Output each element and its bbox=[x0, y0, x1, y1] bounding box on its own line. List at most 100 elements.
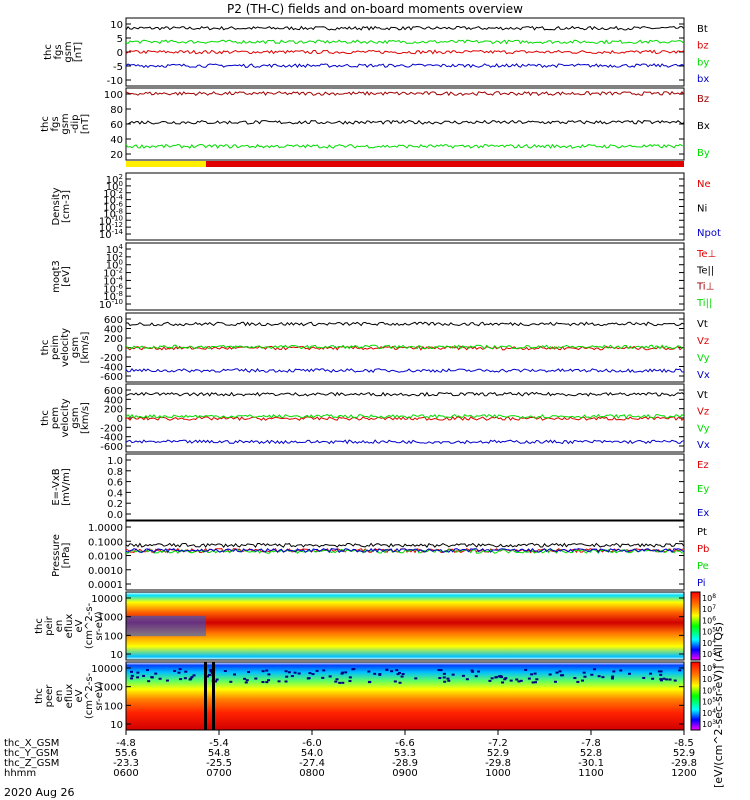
y-axis-label: thcpeerenefluxeV(cm^2-s-sr-eV) bbox=[34, 672, 105, 719]
y-tick-label: 0 bbox=[117, 344, 123, 355]
y-tick-label: -200 bbox=[100, 423, 123, 434]
xaxis-value: -7.2 bbox=[488, 738, 508, 749]
colorbar-strip bbox=[690, 661, 701, 731]
heatmap-speckle bbox=[558, 670, 562, 673]
heatmap-speckle bbox=[668, 678, 672, 681]
heatmap-speckle bbox=[590, 673, 594, 676]
y-tick-exponent: -10 bbox=[112, 298, 123, 306]
heatmap-speckle bbox=[476, 670, 480, 673]
heatmap-speckle bbox=[385, 668, 389, 671]
heatmap-speckle bbox=[509, 679, 513, 682]
y-axis-label-line: [eV] bbox=[61, 266, 72, 287]
y-tick-label: 1000 bbox=[98, 613, 123, 624]
y-tick-label: 10000 bbox=[91, 594, 123, 605]
y-axis-label-line: [mV/m] bbox=[61, 468, 72, 506]
xaxis-value: 1000 bbox=[485, 768, 510, 779]
y-axis-label-line: Density bbox=[51, 187, 62, 225]
panel-frame bbox=[125, 172, 685, 241]
heatmap-speckle bbox=[215, 678, 219, 681]
y-tick-label: 0.2 bbox=[107, 499, 123, 510]
heatmap-speckle bbox=[254, 677, 258, 680]
heatmap-speckle bbox=[214, 680, 218, 683]
heatmap-speckle bbox=[232, 673, 236, 676]
series-Vy-line bbox=[125, 413, 685, 419]
y-axis-label-line: [nT] bbox=[73, 42, 84, 62]
y-tick-exponent: -2 bbox=[116, 187, 123, 195]
heatmap-speckle bbox=[651, 677, 655, 680]
heatmap-speckle bbox=[334, 680, 338, 683]
heatmap-speckle bbox=[265, 669, 269, 672]
heatmap-speckle bbox=[461, 674, 465, 677]
heatmap-speckle bbox=[190, 676, 194, 679]
heatmap-speckle bbox=[471, 670, 475, 673]
panel-efield: 1.00.80.60.40.20.0 E=-VxB[mV/m] Ez Ey Ex bbox=[51, 453, 709, 521]
legend-Ti⊥: Ti⊥ bbox=[696, 282, 714, 293]
heatmap-speckle bbox=[555, 671, 559, 674]
heatmap-speckle bbox=[146, 669, 150, 672]
panel-frame bbox=[125, 242, 685, 311]
xaxis-value: -6.6 bbox=[395, 738, 415, 749]
panel-temperature: 10410210010-210-410-610-810-10moqt3[eV]T… bbox=[51, 242, 716, 311]
heatmap-gap bbox=[204, 662, 207, 730]
y-tick-label: 10 bbox=[110, 720, 123, 731]
y-tick-exponent: -12 bbox=[112, 221, 123, 229]
y-axis-label-line: thc bbox=[40, 116, 51, 132]
y-tick-label: -200 bbox=[100, 353, 123, 364]
colorbar-tick-label: 106 bbox=[702, 615, 716, 625]
y-tick-exponent: 0 bbox=[119, 180, 123, 188]
colorbar-tick-exponent: 8 bbox=[712, 593, 716, 600]
y-axis-label-line: thc bbox=[34, 688, 45, 704]
y-tick-label: 0.0010 bbox=[88, 566, 123, 577]
heatmap-speckle bbox=[244, 681, 248, 684]
heatmap-speckle bbox=[592, 668, 596, 671]
y-axis-label: thcpeirenefluxeV(cm^2-s-sr-eV) bbox=[34, 602, 105, 649]
panel-fgs_gsm_dipole: 100 80 60 40 20 thcfgsgsm-dip[nT] Bz Bx By bbox=[40, 87, 710, 167]
heatmap-speckle bbox=[494, 676, 498, 679]
heatmap-speckle bbox=[395, 669, 399, 672]
legend-Pb: Pb bbox=[697, 544, 709, 555]
heatmap-speckle bbox=[581, 679, 585, 682]
panel-frame bbox=[125, 520, 685, 591]
y-axis-label: thcpemvelocitygsm[km/s] bbox=[40, 398, 91, 437]
heatmap-speckle bbox=[393, 680, 397, 683]
panel-frame bbox=[125, 591, 685, 661]
y-tick-label: 100 bbox=[104, 701, 123, 712]
heatmap-speckle bbox=[447, 679, 451, 682]
heatmap-speckle bbox=[184, 670, 188, 673]
panel-frame bbox=[125, 453, 685, 521]
heatmap-speckle bbox=[474, 675, 478, 678]
xaxis-value: 52.8 bbox=[580, 748, 602, 759]
y-axis-label-line: E=-VxB bbox=[51, 468, 62, 505]
xaxis-value: 0700 bbox=[206, 768, 231, 779]
y-axis-label-line: moqt3 bbox=[51, 260, 62, 293]
y-axis-label-line: eV bbox=[74, 619, 85, 632]
heatmap-speckle bbox=[504, 677, 508, 680]
heatmap-speckle bbox=[367, 670, 371, 673]
y-tick-exponent: -6 bbox=[116, 201, 124, 209]
heatmap-speckle bbox=[277, 680, 281, 683]
y-tick-exponent: -8 bbox=[116, 290, 123, 298]
heatmap-speckle bbox=[340, 672, 344, 675]
xaxis-value: -27.4 bbox=[299, 758, 325, 769]
heatmap-speckle bbox=[311, 673, 315, 676]
legend-Bx: Bx bbox=[697, 121, 710, 132]
y-axis-label-line: sr-eV) bbox=[94, 681, 105, 710]
heatmap-speckle bbox=[367, 681, 371, 684]
y-tick-label: 40 bbox=[110, 135, 123, 146]
y-tick-label: 0.4 bbox=[107, 488, 123, 499]
y-axis-label-line: peer bbox=[44, 684, 55, 708]
heatmap-speckle bbox=[284, 680, 288, 683]
series-bx-line bbox=[125, 63, 685, 69]
heatmap-speckle bbox=[501, 681, 505, 684]
y-tick-exponent: -10 bbox=[112, 214, 123, 222]
y-tick-label: 60 bbox=[110, 120, 123, 131]
colorbar-tick-exponent: 4 bbox=[712, 708, 716, 715]
heatmap-speckle bbox=[488, 679, 492, 682]
heatmap-speckle bbox=[665, 678, 669, 681]
xaxis-row-name: thc_Y_GSM bbox=[4, 748, 59, 759]
y-axis-label-line: (cm^2-s- bbox=[84, 672, 95, 719]
y-axis-label-line: peim bbox=[50, 335, 61, 360]
colorbar-tick-label: 108 bbox=[702, 663, 716, 673]
heatmap-speckle bbox=[351, 668, 355, 671]
y-tick-label: 200 bbox=[104, 405, 123, 416]
